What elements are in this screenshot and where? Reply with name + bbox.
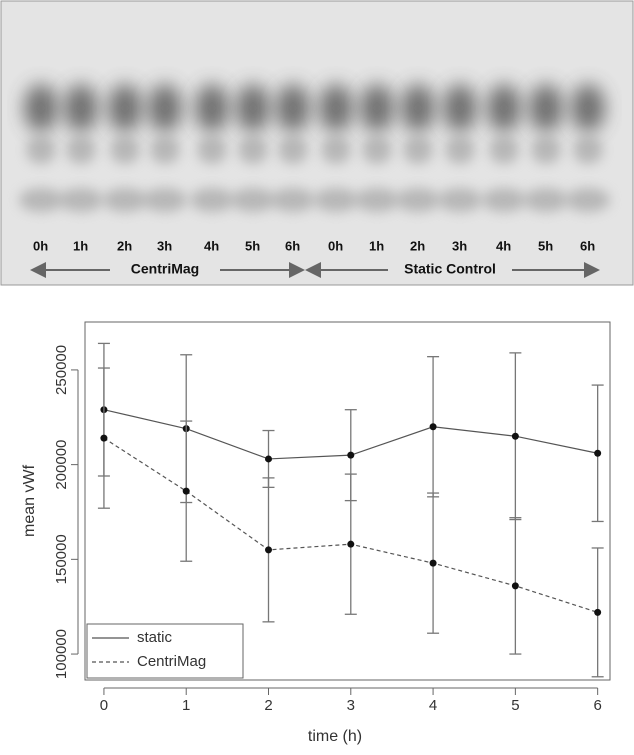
gel-band bbox=[143, 188, 187, 212]
data-point bbox=[100, 434, 108, 442]
gel-band bbox=[148, 84, 182, 132]
data-point bbox=[594, 608, 602, 616]
gel-band bbox=[524, 188, 568, 212]
gel-band bbox=[489, 136, 519, 164]
y-tick-label: 150000 bbox=[53, 534, 70, 584]
group-label: Static Control bbox=[404, 261, 496, 277]
x-tick-label: 1 bbox=[182, 697, 190, 714]
gel-band bbox=[195, 84, 229, 132]
x-axis-title: time (h) bbox=[308, 728, 362, 745]
gel-band bbox=[396, 188, 440, 212]
gel-band bbox=[566, 188, 610, 212]
lane-label: 2h bbox=[117, 238, 132, 253]
gel-band bbox=[150, 136, 180, 164]
legend-box bbox=[86, 623, 244, 679]
data-point bbox=[265, 546, 273, 554]
lane-label: 1h bbox=[73, 238, 88, 253]
gel-band bbox=[108, 84, 142, 132]
lane-label: 5h bbox=[538, 238, 553, 253]
legend-label: static bbox=[137, 629, 173, 646]
gel-band bbox=[573, 136, 603, 164]
gel-band bbox=[319, 84, 353, 132]
lane-label: 2h bbox=[410, 238, 425, 253]
gel-band bbox=[276, 84, 310, 132]
gel-band bbox=[110, 136, 140, 164]
gel-band bbox=[314, 188, 358, 212]
data-point bbox=[347, 540, 355, 548]
data-point bbox=[594, 449, 602, 457]
gel-band bbox=[19, 188, 63, 212]
lane-label: 6h bbox=[285, 238, 300, 253]
gel-band bbox=[103, 188, 147, 212]
lane-label: 3h bbox=[452, 238, 467, 253]
gel-band bbox=[238, 136, 268, 164]
lane-label: 3h bbox=[157, 238, 172, 253]
data-point bbox=[347, 451, 355, 459]
gel-band bbox=[231, 188, 275, 212]
gel-bands bbox=[19, 84, 610, 212]
data-point bbox=[429, 423, 437, 431]
x-tick-label: 4 bbox=[429, 697, 437, 714]
gel-band bbox=[236, 84, 270, 132]
group-label: CentriMag bbox=[131, 261, 199, 277]
lane-label: 0h bbox=[33, 238, 48, 253]
data-point bbox=[511, 582, 519, 590]
legend-label: CentriMag bbox=[137, 653, 206, 670]
gel-band bbox=[401, 84, 435, 132]
y-tick-label: 100000 bbox=[53, 629, 70, 679]
gel-band bbox=[64, 84, 98, 132]
gel-band bbox=[190, 188, 234, 212]
gel-band bbox=[197, 136, 227, 164]
gel-band bbox=[571, 84, 605, 132]
y-tick-label: 250000 bbox=[53, 345, 70, 395]
lane-label: 0h bbox=[328, 238, 343, 253]
gel-band bbox=[531, 136, 561, 164]
gel-band bbox=[360, 84, 394, 132]
data-point bbox=[265, 455, 273, 463]
lane-label: 5h bbox=[245, 238, 260, 253]
data-point bbox=[429, 559, 437, 567]
gel-band bbox=[355, 188, 399, 212]
gel-band bbox=[362, 136, 392, 164]
data-point bbox=[182, 487, 190, 495]
lane-label: 4h bbox=[204, 238, 219, 253]
gel-band bbox=[445, 136, 475, 164]
x-tick-label: 2 bbox=[264, 697, 272, 714]
y-tick-label: 200000 bbox=[53, 440, 70, 490]
x-tick-label: 5 bbox=[511, 697, 519, 714]
gel-band bbox=[487, 84, 521, 132]
x-tick-label: 3 bbox=[347, 697, 355, 714]
data-point bbox=[511, 432, 519, 440]
gel-band bbox=[482, 188, 526, 212]
gel-band bbox=[443, 84, 477, 132]
gel-band bbox=[529, 84, 563, 132]
gel-band bbox=[26, 136, 56, 164]
gel-band bbox=[403, 136, 433, 164]
lane-label: 1h bbox=[369, 238, 384, 253]
gel-band bbox=[59, 188, 103, 212]
y-axis-title: mean vWf bbox=[21, 464, 38, 537]
gel-band bbox=[438, 188, 482, 212]
x-tick-label: 0 bbox=[100, 697, 108, 714]
gel-image bbox=[0, 0, 634, 286]
gel-band bbox=[66, 136, 96, 164]
lane-label: 6h bbox=[580, 238, 595, 253]
x-tick-label: 6 bbox=[593, 697, 601, 714]
gel-band bbox=[271, 188, 315, 212]
gel-band bbox=[24, 84, 58, 132]
lane-label: 4h bbox=[496, 238, 511, 253]
gel-band bbox=[278, 136, 308, 164]
plot-frame bbox=[84, 321, 611, 681]
gel-band bbox=[321, 136, 351, 164]
